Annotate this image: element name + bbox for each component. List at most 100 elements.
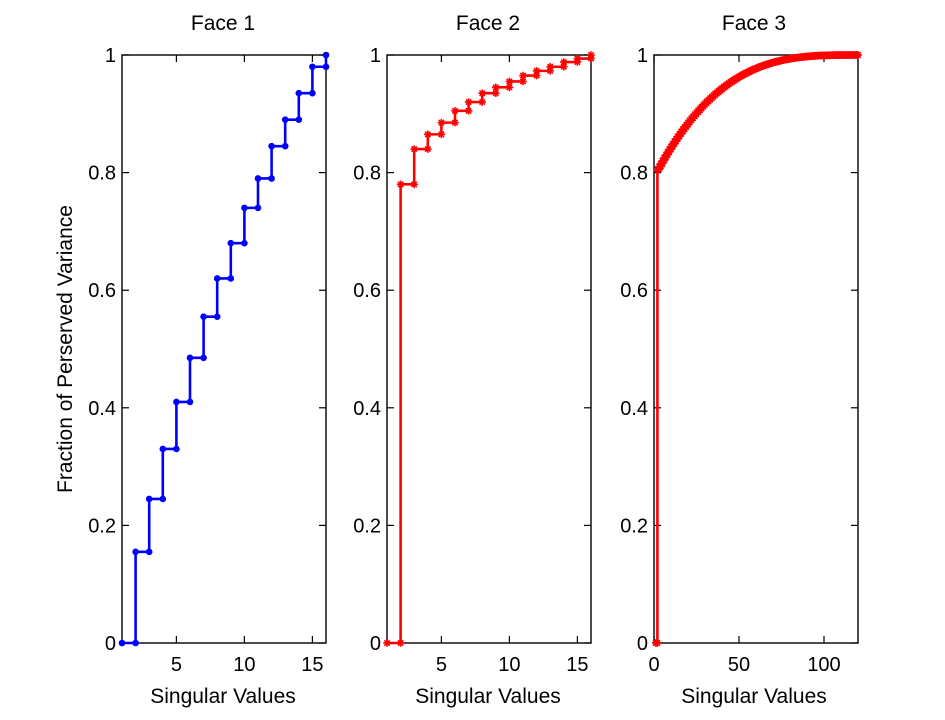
- data-point: [519, 71, 527, 80]
- x-tick-label: 50: [728, 654, 750, 676]
- data-point: [532, 67, 541, 75]
- y-tick-label: 0.2: [88, 515, 116, 537]
- data-point: [173, 398, 180, 406]
- data-point: [437, 130, 446, 139]
- data-point: [505, 77, 514, 86]
- axis-ticks: 00.20.40.60.815 10 15: [88, 45, 326, 676]
- data-point: [437, 118, 446, 127]
- data-point: [268, 142, 275, 150]
- data-point: [200, 313, 207, 320]
- data-point: [464, 107, 473, 115]
- x-tick-label: 10: [233, 654, 255, 676]
- series-line: [383, 51, 595, 647]
- series-line: [651, 51, 862, 647]
- data-point: [159, 495, 167, 503]
- data-point: [396, 180, 405, 189]
- data-point: [295, 116, 303, 123]
- y-tick-label: 1: [637, 45, 648, 67]
- data-point: [241, 204, 248, 212]
- y-tick-label: 0: [105, 633, 116, 655]
- x-axis-label: Singular Values: [150, 685, 296, 708]
- x-tick-label: 15: [301, 654, 323, 676]
- x-axis-label: Singular Values: [415, 685, 561, 708]
- data-point: [118, 639, 126, 647]
- data-point: [587, 51, 595, 59]
- chart-panel-face-3: Face 3 0 0.2 0.4 0.6 0.8 1 0 50 100 Singular Val…: [620, 12, 862, 708]
- data-point: [159, 445, 167, 453]
- data-point: [383, 639, 391, 647]
- data-point: [322, 63, 330, 71]
- data-point: [464, 98, 473, 106]
- y-tick-label: 1: [105, 45, 116, 67]
- y-tick-label: 0.6: [88, 280, 116, 302]
- axis-ticks: 00.20.40.60.815 10 15: [353, 45, 591, 676]
- data-point: [410, 180, 418, 189]
- y-tick-label: 0.8: [620, 163, 648, 185]
- data-point: [200, 354, 207, 362]
- y-tick-label: 0.8: [88, 163, 116, 185]
- data-point: [145, 495, 153, 503]
- y-tick-label: 1: [370, 45, 381, 67]
- data-point: [451, 118, 459, 127]
- x-tick-label: 0: [648, 654, 659, 676]
- data-point: [132, 639, 139, 647]
- data-point: [410, 145, 418, 153]
- data-point: [478, 98, 486, 106]
- data-point: [145, 548, 153, 556]
- y-tick-label: 0.4: [353, 398, 381, 420]
- plot-area: [653, 54, 859, 644]
- data-point: [132, 548, 139, 556]
- plot-area: [121, 54, 327, 644]
- data-point: [492, 83, 500, 92]
- data-point: [241, 239, 248, 247]
- data-point: [254, 204, 262, 212]
- x-axis-label: Singular Values: [681, 685, 827, 708]
- data-point: [478, 89, 486, 98]
- data-point: [281, 116, 289, 123]
- x-tick-label: 10: [498, 654, 520, 676]
- data-point: [653, 639, 662, 647]
- chart-title: Face 2: [456, 12, 520, 35]
- data-point: [227, 275, 235, 282]
- y-tick-label: 0.4: [620, 398, 648, 420]
- data-point: [424, 145, 432, 153]
- chart-title: Face 3: [722, 12, 786, 35]
- data-point: [268, 175, 275, 182]
- data-point: [424, 130, 432, 139]
- x-tick-label: 100: [807, 654, 840, 676]
- data-point: [546, 62, 554, 71]
- data-point: [322, 51, 330, 59]
- data-point: [309, 89, 316, 97]
- chart-title: Face 1: [191, 12, 255, 35]
- data-point: [295, 89, 303, 97]
- y-tick-label: 0.8: [353, 163, 381, 185]
- data-point: [281, 142, 289, 150]
- y-axis-label: Fraction of Perserved Variance: [54, 205, 77, 493]
- y-tick-label: 0: [637, 633, 648, 655]
- data-point: [854, 51, 862, 59]
- data-point: [309, 63, 316, 71]
- data-point: [186, 398, 194, 406]
- data-point: [396, 639, 405, 647]
- data-point: [186, 354, 194, 362]
- y-tick-label: 0: [370, 633, 381, 655]
- data-point: [573, 54, 582, 63]
- data-point: [254, 175, 262, 182]
- axis-ticks: 0 0.2 0.4 0.6 0.8 1 0 50 100: [620, 45, 858, 676]
- x-tick-label: 5: [436, 654, 447, 676]
- data-point: [173, 445, 180, 453]
- y-tick-label: 0.6: [620, 280, 648, 302]
- data-point: [227, 239, 235, 247]
- chart-panel-face-2: Face 2 00.20.40.60.815 10 15 Singular Valu…: [353, 12, 595, 708]
- y-tick-label: 0.4: [88, 398, 116, 420]
- data-point: [560, 58, 568, 66]
- data-point: [451, 107, 459, 115]
- data-point: [213, 313, 221, 320]
- data-point: [213, 275, 221, 282]
- plot-area: [386, 54, 592, 644]
- series-line: [118, 51, 330, 647]
- y-tick-label: 0.6: [353, 280, 381, 302]
- chart-panel-face-1: Face 1 00.20.40.60.815 10 15 Singular Valu…: [54, 12, 330, 708]
- x-tick-label: 5: [171, 654, 182, 676]
